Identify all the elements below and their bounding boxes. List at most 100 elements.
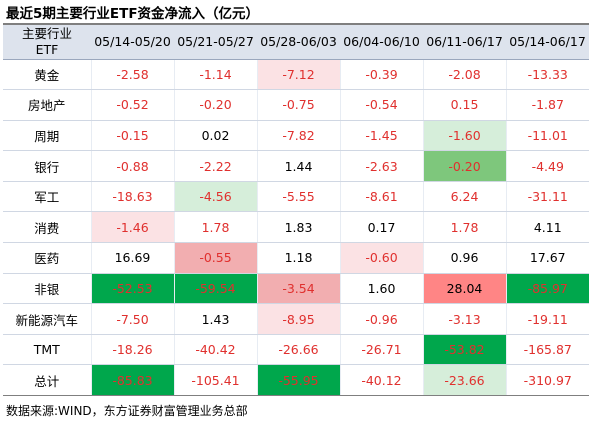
title-divider bbox=[3, 23, 589, 25]
flow-value-cell: -26.71 bbox=[339, 334, 423, 366]
flow-value-cell: -2.22 bbox=[173, 150, 257, 182]
header-period: 05/14-05/20 bbox=[91, 25, 174, 60]
flow-value-cell: -85.97 bbox=[505, 273, 589, 305]
source-note: 数据来源:WIND，东方证券财富管理业务总部 bbox=[6, 404, 248, 418]
flow-value-cell: -4.49 bbox=[505, 150, 589, 182]
header-row: 主要行业 ETF 05/14-05/20 05/21-05/27 05/28-0… bbox=[3, 25, 589, 60]
flow-value-cell: -165.87 bbox=[505, 334, 589, 366]
flow-value-cell: 1.83 bbox=[256, 211, 340, 244]
flow-value-cell: -2.58 bbox=[90, 59, 174, 91]
header-period: 06/04-06/10 bbox=[340, 25, 423, 60]
flow-value-cell: -18.26 bbox=[90, 334, 174, 366]
flow-value-cell: -1.45 bbox=[339, 120, 423, 152]
flow-value-cell: -31.11 bbox=[505, 181, 589, 213]
table-row: 黄金 -2.58 -1.14 -7.12 -0.39 -2.08 -13.33 bbox=[3, 59, 589, 91]
flow-value-cell: 0.15 bbox=[422, 89, 506, 121]
flow-value-cell: -2.63 bbox=[339, 150, 423, 182]
row-category: 医药 bbox=[3, 242, 91, 274]
table-row: 周期 -0.15 0.02 -7.82 -1.45 -1.60 -11.01 bbox=[3, 120, 589, 152]
flow-value-cell: -0.39 bbox=[339, 59, 423, 91]
row-category: 银行 bbox=[3, 150, 91, 182]
table-row: 新能源汽车 -7.50 1.43 -8.95 -0.96 -3.13 -19.11 bbox=[3, 303, 589, 335]
flow-value-cell: -1.46 bbox=[90, 211, 174, 244]
flow-value-cell: -2.08 bbox=[422, 59, 506, 91]
header-period: 05/14-06/17 bbox=[506, 25, 589, 60]
flow-value-cell: -7.82 bbox=[256, 120, 340, 152]
flow-value-cell: -0.60 bbox=[339, 242, 423, 274]
flow-value-cell: 0.96 bbox=[422, 242, 506, 274]
flow-value-cell: -53.82 bbox=[422, 334, 506, 366]
row-category: 周期 bbox=[3, 120, 91, 152]
header-category-line2: ETF bbox=[35, 41, 59, 57]
etf-flow-table: 主要行业 ETF 05/14-05/20 05/21-05/27 05/28-0… bbox=[3, 25, 589, 397]
flow-value-cell: -8.61 bbox=[339, 181, 423, 213]
flow-value-cell: -0.20 bbox=[422, 150, 506, 182]
row-category: TMT bbox=[3, 334, 91, 366]
flow-value-cell: -3.54 bbox=[256, 273, 340, 305]
row-category: 黄金 bbox=[3, 59, 91, 91]
flow-value-cell: -1.87 bbox=[505, 89, 589, 121]
header-category-line1: 主要行业 bbox=[21, 25, 72, 41]
flow-value-cell: -26.66 bbox=[256, 334, 340, 366]
header-period: 06/11-06/17 bbox=[423, 25, 506, 60]
flow-value-cell: 17.67 bbox=[505, 242, 589, 274]
flow-value-cell: -40.42 bbox=[173, 334, 257, 366]
header-period: 05/28-06/03 bbox=[257, 25, 340, 60]
flow-value-cell: 6.24 bbox=[422, 181, 506, 213]
flow-value-cell: -0.88 bbox=[90, 150, 174, 182]
table-body: 黄金 -2.58 -1.14 -7.12 -0.39 -2.08 -13.33 房地产 -0.5… bbox=[3, 59, 589, 397]
header-period: 05/21-05/27 bbox=[174, 25, 257, 60]
flow-value-cell: -55.95 bbox=[256, 364, 340, 397]
row-category: 非银 bbox=[3, 273, 91, 305]
flow-value-cell: -3.13 bbox=[422, 303, 506, 335]
table-row: 医药 16.69 -0.55 1.18 -0.60 0.96 17.67 bbox=[3, 242, 589, 274]
flow-value-cell: 4.11 bbox=[505, 211, 589, 244]
table-title: 最近5期主要行业ETF资金净流入（亿元） bbox=[6, 6, 260, 22]
row-category: 新能源汽车 bbox=[3, 303, 91, 335]
row-category: 军工 bbox=[3, 181, 91, 213]
table-row: 总计 -85.83 -105.41 -55.95 -40.12 -23.66 -310.97 bbox=[3, 364, 589, 397]
table-row: 消费 -1.46 1.78 1.83 0.17 1.78 4.11 bbox=[3, 211, 589, 244]
flow-value-cell: 1.60 bbox=[339, 273, 423, 305]
flow-value-cell: 0.02 bbox=[173, 120, 257, 152]
flow-value-cell: -1.60 bbox=[422, 120, 506, 152]
table-row: 房地产 -0.52 -0.20 -0.75 -0.54 0.15 -1.87 bbox=[3, 89, 589, 121]
flow-value-cell: -7.12 bbox=[256, 59, 340, 91]
row-category: 房地产 bbox=[3, 89, 91, 121]
table-row: TMT -18.26 -40.42 -26.66 -26.71 -53.82 -165.87 bbox=[3, 334, 589, 366]
flow-value-cell: -1.14 bbox=[173, 59, 257, 91]
flow-value-cell: -19.11 bbox=[505, 303, 589, 335]
flow-value-cell: 1.78 bbox=[173, 211, 257, 244]
table-row: 军工 -18.63 -4.56 -5.55 -8.61 6.24 -31.11 bbox=[3, 181, 589, 213]
flow-value-cell: 0.17 bbox=[339, 211, 423, 244]
flow-value-cell: -5.55 bbox=[256, 181, 340, 213]
flow-value-cell: -40.12 bbox=[339, 364, 423, 397]
flow-value-cell: -0.52 bbox=[90, 89, 174, 121]
flow-value-cell: -0.54 bbox=[339, 89, 423, 121]
flow-value-cell: -13.33 bbox=[505, 59, 589, 91]
table-row: 非银 -52.53 -59.54 -3.54 1.60 28.04 -85.97 bbox=[3, 273, 589, 305]
flow-value-cell: -4.56 bbox=[173, 181, 257, 213]
flow-value-cell: 1.18 bbox=[256, 242, 340, 274]
flow-value-cell: 28.04 bbox=[422, 273, 506, 305]
header-category: 主要行业 ETF bbox=[3, 25, 91, 60]
flow-value-cell: -8.95 bbox=[256, 303, 340, 335]
row-category: 消费 bbox=[3, 211, 91, 244]
flow-value-cell: -0.55 bbox=[173, 242, 257, 274]
flow-value-cell: -18.63 bbox=[90, 181, 174, 213]
flow-value-cell: -0.75 bbox=[256, 89, 340, 121]
table-row: 银行 -0.88 -2.22 1.44 -2.63 -0.20 -4.49 bbox=[3, 150, 589, 182]
row-category: 总计 bbox=[3, 364, 91, 397]
flow-value-cell: -59.54 bbox=[173, 273, 257, 305]
flow-value-cell: 1.78 bbox=[422, 211, 506, 244]
flow-value-cell: -105.41 bbox=[173, 364, 257, 397]
flow-value-cell: 16.69 bbox=[90, 242, 174, 274]
flow-value-cell: -310.97 bbox=[505, 364, 589, 397]
flow-value-cell: 1.44 bbox=[256, 150, 340, 182]
flow-value-cell: -0.15 bbox=[90, 120, 174, 152]
flow-value-cell: -0.20 bbox=[173, 89, 257, 121]
flow-value-cell: -52.53 bbox=[90, 273, 174, 305]
flow-value-cell: -11.01 bbox=[505, 120, 589, 152]
flow-value-cell: -7.50 bbox=[90, 303, 174, 335]
flow-value-cell: 1.43 bbox=[173, 303, 257, 335]
